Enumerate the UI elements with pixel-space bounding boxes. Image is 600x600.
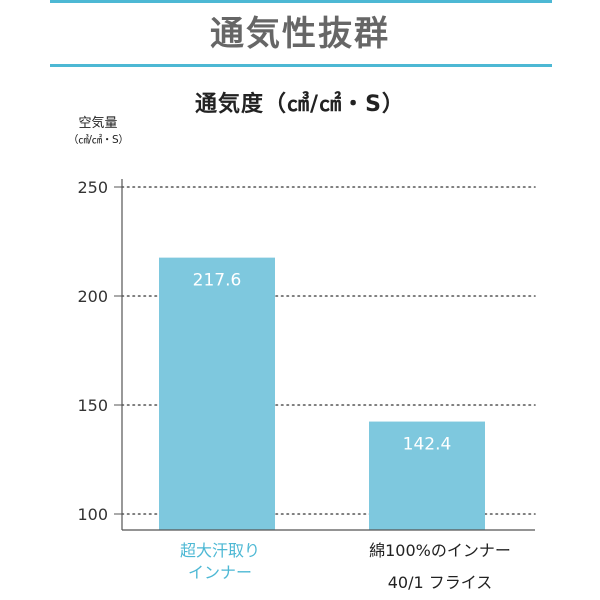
- page-heading: 通気性抜群: [210, 14, 390, 54]
- y-axis-label-main: 空気量: [78, 116, 118, 131]
- chart-title: 通気度（㎤/㎠・S）: [195, 92, 405, 117]
- bar-1: [369, 421, 485, 530]
- x-category-label-1-line1: 綿100%のインナー: [369, 541, 511, 560]
- bar-0: [159, 257, 275, 530]
- y-axis-label-unit: （㎤/㎠・S）: [68, 134, 129, 146]
- heading-underline-rule: [50, 64, 552, 67]
- y-tick-label-200: 200: [77, 287, 108, 306]
- x-category-label-1-line2: 40/1 フライス: [387, 573, 493, 592]
- y-tick-label-250: 250: [77, 178, 108, 197]
- bar-value-label-0: 217.6: [193, 271, 242, 291]
- y-tick-label-150: 150: [77, 396, 108, 415]
- y-axis-label: 空気量 （㎤/㎠・S）: [68, 116, 129, 148]
- x-category-label-0-text: 超大汗取り インナー: [179, 541, 260, 582]
- y-tick-label-100: 100: [77, 505, 108, 524]
- top-accent-rule: [50, 0, 552, 3]
- x-category-label-0: 超大汗取り インナー: [150, 540, 290, 584]
- x-category-label-1: 綿100%のインナー 40/1 フライス: [340, 540, 540, 594]
- bar-value-label-1: 142.4: [403, 435, 452, 455]
